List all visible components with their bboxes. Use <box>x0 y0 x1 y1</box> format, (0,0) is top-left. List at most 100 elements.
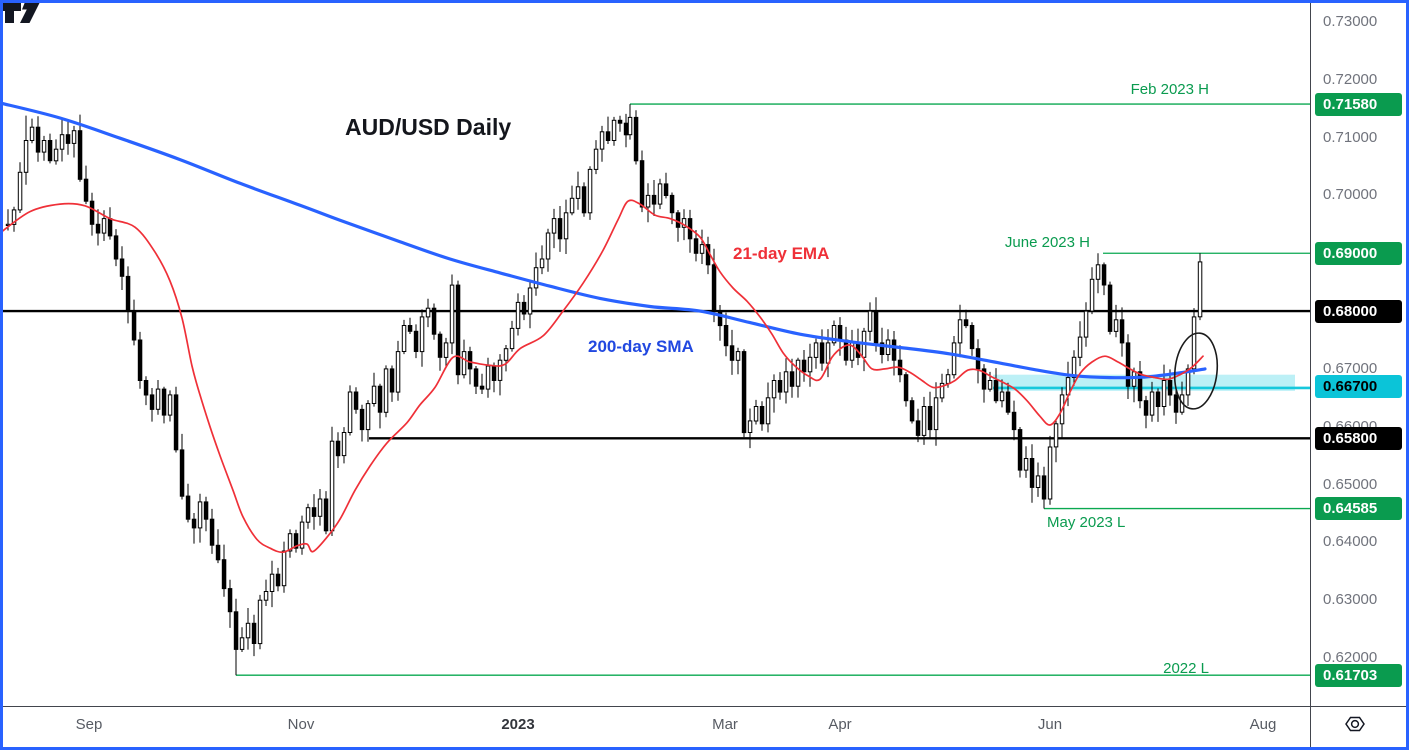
candle <box>287 533 293 552</box>
price-tick-label: 0.65000 <box>1323 475 1378 493</box>
candle <box>1053 423 1059 448</box>
candle <box>699 244 705 254</box>
time-axis-label[interactable]: Sep <box>75 716 103 733</box>
candle <box>1083 310 1089 338</box>
candle <box>1197 261 1203 318</box>
candle <box>509 327 515 350</box>
candlestick-plot[interactable] <box>0 0 1310 706</box>
candle <box>107 218 113 237</box>
price-chart-canvas[interactable]: AUD/USD Daily 21-day EMA 200-day SMA Feb… <box>0 0 1310 706</box>
candle <box>557 218 563 240</box>
candle <box>957 319 963 344</box>
candle <box>831 325 837 344</box>
candle <box>377 385 383 413</box>
candle <box>365 403 371 431</box>
chart-title: AUD/USD Daily <box>345 114 512 140</box>
candle <box>209 518 215 546</box>
candle <box>47 140 53 162</box>
price-tick-label: 0.70000 <box>1323 186 1378 204</box>
time-axis-label[interactable]: Aug <box>1249 716 1277 733</box>
candle <box>969 325 975 350</box>
candle <box>35 126 41 153</box>
candle <box>197 501 203 529</box>
price-axis[interactable]: 0.730000.720000.710000.700000.670000.660… <box>1310 0 1407 706</box>
candle <box>305 507 311 523</box>
price-level-badge: 0.68000 <box>1315 299 1402 323</box>
candle <box>485 365 491 390</box>
time-axis-label[interactable]: Jun <box>1037 716 1063 733</box>
candle <box>461 351 467 376</box>
candle <box>1125 342 1131 387</box>
candle <box>137 339 143 381</box>
candle <box>1101 264 1107 286</box>
candle <box>1113 319 1119 332</box>
price-level-badge: 0.69000 <box>1315 241 1402 265</box>
candle <box>269 573 275 593</box>
candle <box>813 342 819 358</box>
candle <box>341 432 347 457</box>
candle <box>275 573 281 587</box>
candle <box>29 126 35 141</box>
candle <box>723 325 729 347</box>
eye-icon[interactable] <box>1341 713 1369 735</box>
candle <box>1137 371 1143 402</box>
candle <box>771 380 777 399</box>
candle <box>909 400 915 422</box>
candle <box>407 325 413 332</box>
candle <box>801 359 807 373</box>
candle <box>293 533 299 549</box>
candle <box>119 258 125 277</box>
candle <box>395 351 401 393</box>
candle <box>353 391 359 410</box>
candle <box>993 380 999 402</box>
candle <box>587 168 593 214</box>
candle <box>563 212 569 240</box>
candle <box>113 235 119 260</box>
candle <box>155 388 161 410</box>
candle <box>185 495 191 520</box>
ema-21-line[interactable] <box>0 199 1204 554</box>
time-axis[interactable]: Sep Nov 2023 Mar Apr Jun Aug <box>0 706 1406 748</box>
candle <box>1143 400 1149 416</box>
candle <box>753 406 759 422</box>
candle <box>611 119 617 142</box>
candle <box>263 591 269 601</box>
candle <box>581 186 587 214</box>
candle <box>149 394 155 410</box>
candle <box>41 140 47 153</box>
candle <box>77 130 83 180</box>
price-tick-label: 0.72000 <box>1323 70 1378 88</box>
candle <box>1071 356 1077 378</box>
candle <box>449 284 455 344</box>
time-axis-label[interactable]: 2023 <box>501 716 535 733</box>
candle <box>437 333 443 358</box>
candle <box>633 116 639 162</box>
candle <box>1005 391 1011 413</box>
time-axis-label[interactable]: Nov <box>287 716 315 733</box>
candle <box>639 160 645 208</box>
candle <box>245 622 251 639</box>
time-axis-label[interactable]: Mar <box>712 716 738 733</box>
candle <box>413 330 419 352</box>
sma-200-line[interactable] <box>0 101 1207 380</box>
candle <box>759 406 765 425</box>
candle <box>371 385 377 405</box>
candle <box>569 197 575 214</box>
candle <box>1029 458 1035 488</box>
highlight-ellipse[interactable] <box>1171 331 1221 411</box>
price-level-badge: 0.64585 <box>1315 497 1402 521</box>
candle <box>651 194 657 205</box>
candle <box>479 385 485 390</box>
candle <box>783 371 789 393</box>
candle <box>467 351 473 370</box>
candle <box>765 397 771 425</box>
candle <box>891 339 897 361</box>
candle <box>1119 319 1125 344</box>
candle <box>843 339 849 361</box>
candle <box>545 232 551 260</box>
time-axis-label[interactable]: Apr <box>828 716 852 733</box>
candle <box>419 316 425 353</box>
tradingview-logo[interactable] <box>0 0 42 25</box>
candle <box>311 507 317 517</box>
